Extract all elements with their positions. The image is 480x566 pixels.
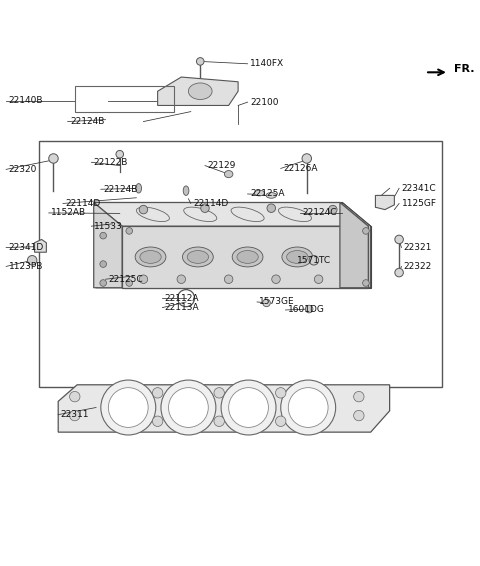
Text: 22320: 22320 <box>9 165 37 174</box>
Ellipse shape <box>266 192 276 198</box>
Ellipse shape <box>182 247 213 267</box>
Circle shape <box>224 275 233 284</box>
Text: 22114D: 22114D <box>193 199 228 208</box>
Polygon shape <box>375 195 395 209</box>
Circle shape <box>177 275 186 284</box>
Circle shape <box>354 392 364 402</box>
Ellipse shape <box>232 247 263 267</box>
Ellipse shape <box>140 251 161 263</box>
Circle shape <box>126 228 132 234</box>
Circle shape <box>100 280 107 286</box>
Circle shape <box>49 154 58 163</box>
Circle shape <box>395 235 403 244</box>
Ellipse shape <box>183 186 189 195</box>
Text: 22140B: 22140B <box>9 96 43 105</box>
Ellipse shape <box>135 247 166 267</box>
Text: 22129: 22129 <box>207 161 236 170</box>
Circle shape <box>395 268 403 277</box>
Circle shape <box>70 410 80 421</box>
Text: 22311: 22311 <box>60 410 89 419</box>
Circle shape <box>153 388 163 398</box>
Circle shape <box>263 299 270 307</box>
Text: 22321: 22321 <box>404 243 432 252</box>
Text: FR.: FR. <box>454 64 474 74</box>
Polygon shape <box>340 203 368 288</box>
Text: 1123PB: 1123PB <box>9 262 43 271</box>
Circle shape <box>221 380 276 435</box>
Text: 22124C: 22124C <box>302 208 336 217</box>
Ellipse shape <box>189 83 212 100</box>
Circle shape <box>314 275 323 284</box>
Polygon shape <box>96 203 371 226</box>
Text: 22341D: 22341D <box>9 243 44 252</box>
Text: 22113A: 22113A <box>165 303 199 312</box>
Circle shape <box>228 388 268 427</box>
Text: 1152AB: 1152AB <box>51 208 86 217</box>
Circle shape <box>100 232 107 239</box>
Circle shape <box>201 204 209 212</box>
Circle shape <box>214 388 224 398</box>
Ellipse shape <box>237 251 258 263</box>
Text: 22124B: 22124B <box>70 117 105 126</box>
Circle shape <box>276 416 286 426</box>
Text: 22114D: 22114D <box>65 199 100 208</box>
Ellipse shape <box>287 251 308 263</box>
Circle shape <box>272 275 280 284</box>
Circle shape <box>214 416 224 426</box>
Circle shape <box>153 416 163 426</box>
Text: 22125C: 22125C <box>108 275 143 284</box>
Polygon shape <box>124 226 371 288</box>
Circle shape <box>276 388 286 398</box>
Circle shape <box>27 255 37 265</box>
Polygon shape <box>122 226 368 288</box>
Circle shape <box>196 58 204 65</box>
Circle shape <box>108 388 148 427</box>
Text: 1601DG: 1601DG <box>288 306 324 315</box>
Ellipse shape <box>187 251 208 263</box>
Circle shape <box>309 255 319 265</box>
Text: 22341C: 22341C <box>401 184 436 193</box>
Circle shape <box>328 205 337 214</box>
Circle shape <box>101 380 156 435</box>
Circle shape <box>267 204 276 212</box>
Polygon shape <box>94 203 122 288</box>
Circle shape <box>168 388 208 427</box>
Ellipse shape <box>224 170 233 178</box>
Circle shape <box>139 205 148 214</box>
Circle shape <box>363 228 369 234</box>
Circle shape <box>126 280 132 286</box>
Text: 22112A: 22112A <box>165 294 199 303</box>
Circle shape <box>302 154 312 163</box>
Circle shape <box>70 392 80 402</box>
Text: 22124B: 22124B <box>103 185 138 194</box>
Polygon shape <box>94 203 368 226</box>
Circle shape <box>354 410 364 421</box>
Circle shape <box>363 280 369 286</box>
Polygon shape <box>96 203 124 288</box>
Circle shape <box>305 305 313 313</box>
Text: 22125A: 22125A <box>250 190 285 199</box>
Ellipse shape <box>282 247 312 267</box>
Circle shape <box>100 261 107 267</box>
Polygon shape <box>35 239 47 252</box>
Circle shape <box>288 388 328 427</box>
Text: 1140FX: 1140FX <box>250 59 284 68</box>
Text: 22100: 22100 <box>250 98 278 106</box>
Ellipse shape <box>254 190 264 196</box>
Text: 1125GF: 1125GF <box>401 199 436 208</box>
Ellipse shape <box>136 183 142 193</box>
Text: 22122B: 22122B <box>94 158 128 167</box>
Polygon shape <box>157 77 238 105</box>
Text: 1573GE: 1573GE <box>259 298 295 306</box>
Circle shape <box>161 380 216 435</box>
Circle shape <box>139 275 148 284</box>
Polygon shape <box>58 385 390 432</box>
Text: 22322: 22322 <box>404 262 432 271</box>
Text: 22126A: 22126A <box>283 164 318 173</box>
Text: 1571TC: 1571TC <box>297 256 331 265</box>
Circle shape <box>116 151 123 158</box>
Text: 11533: 11533 <box>94 222 122 231</box>
Circle shape <box>281 380 336 435</box>
Polygon shape <box>342 203 371 288</box>
